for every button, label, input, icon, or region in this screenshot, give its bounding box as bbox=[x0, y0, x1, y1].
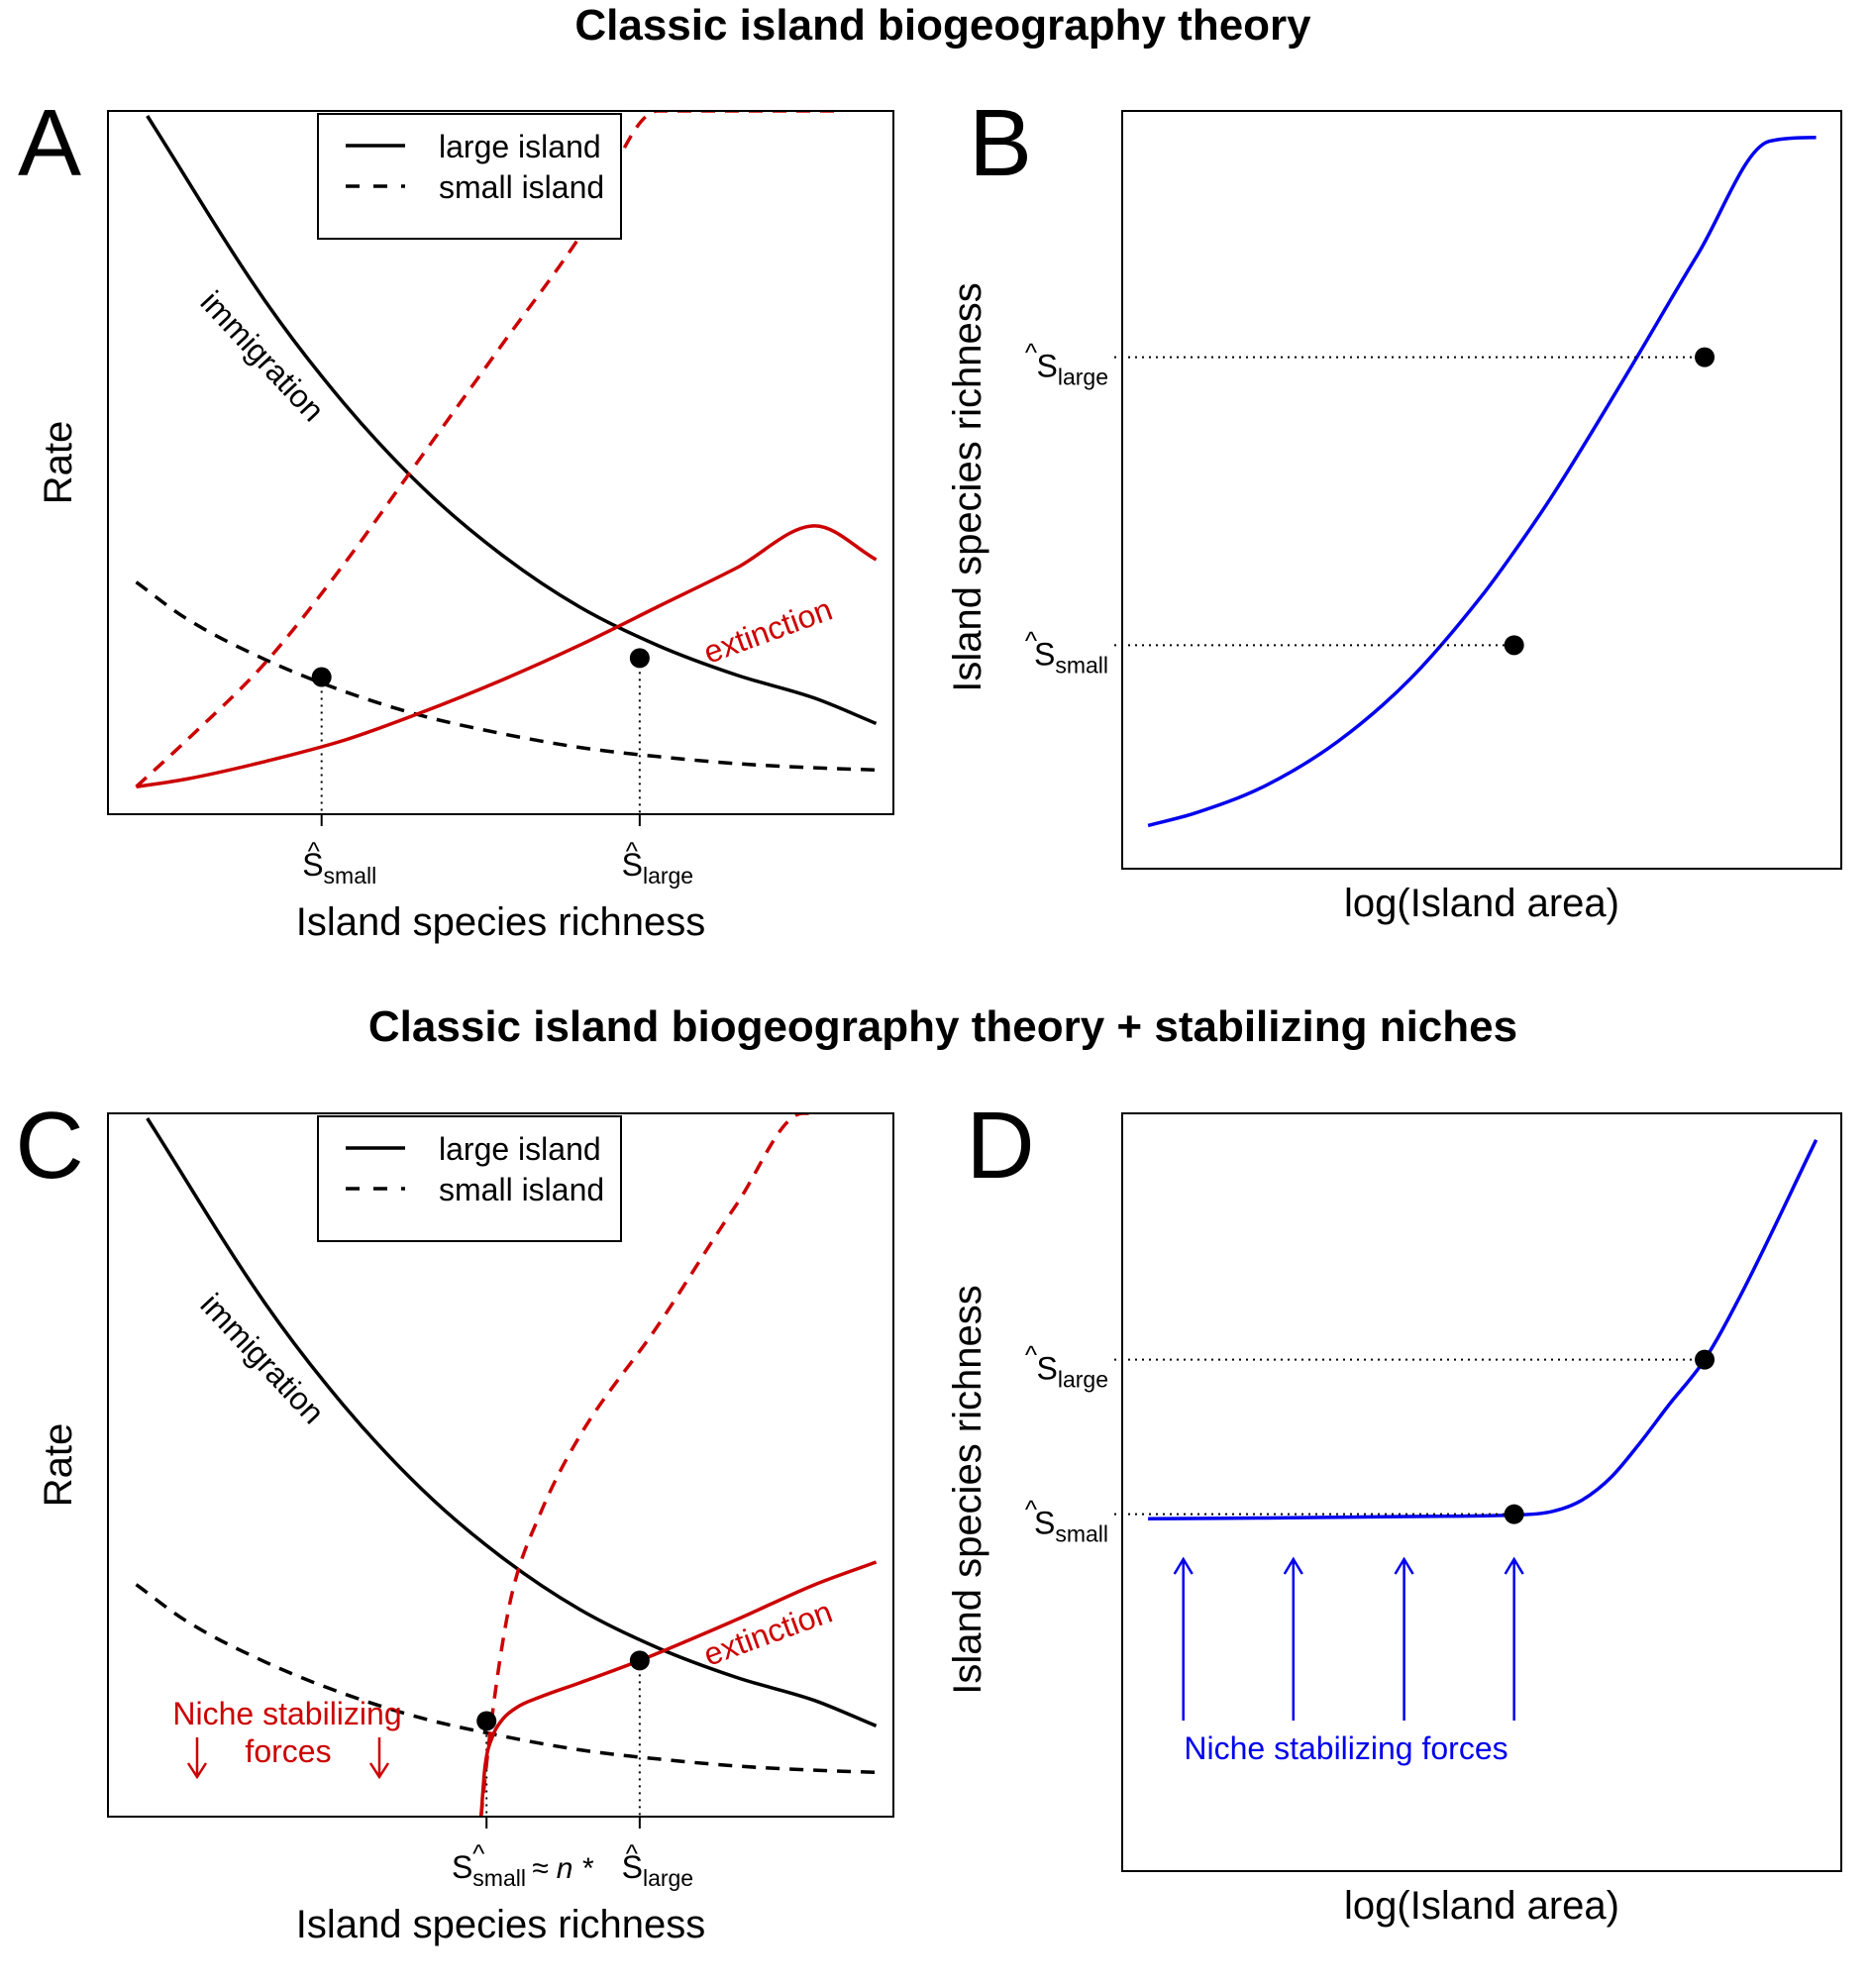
panel-c-ylabel: Rate bbox=[37, 1423, 80, 1508]
panel-b-point-s-hat-small bbox=[1504, 635, 1524, 656]
panel-b-y-tick-label: Ssmall bbox=[1034, 636, 1108, 678]
panel-a-x-tick-hat: ^ bbox=[626, 836, 639, 866]
panel-c-point-s-hat-small bbox=[476, 1711, 497, 1731]
panel-c-frame bbox=[107, 1112, 894, 1818]
figure-title-top: Classic island biogeography theory bbox=[574, 1, 1311, 50]
panel-a-legend-label: small island bbox=[439, 169, 604, 205]
panel-a-legend-label: large island bbox=[439, 129, 601, 164]
panel-c-x-tick-subscript: large bbox=[643, 1865, 693, 1891]
panel-c-annotation-forces: forces bbox=[245, 1733, 331, 1769]
panel-c-x-tick-label: Slarge bbox=[622, 1849, 694, 1891]
panel-d-point-s-hat-small bbox=[1504, 1504, 1524, 1524]
panel-d-up-arrow-icon bbox=[1173, 1556, 1194, 1721]
panel-b-frame bbox=[1121, 110, 1842, 870]
panel-b-y-tick-label: Slarge bbox=[1037, 349, 1109, 390]
panel-a-frame bbox=[107, 110, 894, 815]
panel-c-letter: C bbox=[15, 1093, 83, 1199]
panel-b-y-tick-base: S bbox=[1037, 349, 1058, 384]
panel-d-y-tick-label: Slarge bbox=[1037, 1351, 1109, 1393]
panel-a-series-immigration-large-island- bbox=[146, 115, 878, 726]
panel-b-ylabel: Island species richness bbox=[946, 282, 989, 692]
panel-a-xlabel: Island species richness bbox=[296, 900, 706, 944]
panel-c-series-extinction-small-island- bbox=[478, 1113, 811, 1817]
panel-a-letter: A bbox=[18, 90, 81, 196]
panel-c-plot-area bbox=[135, 1113, 878, 1817]
panel-c-point-s-hat-large bbox=[629, 1650, 650, 1671]
panel-b-xlabel: log(Island area) bbox=[1344, 882, 1619, 925]
panel-a-series-immigration-small-island- bbox=[135, 580, 877, 773]
panel-b-y-tick-subscript: large bbox=[1058, 365, 1108, 390]
figure-title-bottom: Classic island biogeography theory + sta… bbox=[368, 1002, 1517, 1051]
panel-c-legend-box bbox=[317, 1115, 622, 1242]
panel-d-y-tick-hat: ^ bbox=[1025, 1340, 1038, 1370]
panel-d-y-tick-label: Ssmall bbox=[1034, 1506, 1108, 1547]
panel-d-up-arrow-icon bbox=[1394, 1556, 1414, 1721]
panel-a-point-s-hat-small bbox=[311, 667, 332, 687]
panel-a-x-tick-label: Slarge bbox=[622, 847, 694, 889]
panel-c-annotation-niche: Niche stabilizing bbox=[172, 1696, 401, 1731]
panel-d-y-tick-subscript: large bbox=[1058, 1367, 1108, 1393]
panel-a-x-tick-base: S bbox=[622, 847, 643, 883]
panel-c-down-arrow-icon bbox=[186, 1737, 208, 1780]
panel-c-x-tick-subscript: small bbox=[472, 1865, 526, 1891]
panel-b-y-tick-hat: ^ bbox=[1025, 625, 1038, 655]
panel-d-letter: D bbox=[966, 1093, 1034, 1199]
panel-a-plot-area bbox=[135, 111, 878, 814]
panel-c-series-extinction-large-island- bbox=[478, 1560, 878, 1817]
panel-c-x-tick-suffix: ≈ n * bbox=[532, 1852, 594, 1885]
panel-c-x-tick-hat: ^ bbox=[472, 1838, 485, 1868]
panel-a-x-tick-base: S bbox=[302, 847, 323, 883]
panel-d-frame bbox=[1121, 1112, 1842, 1872]
panel-b-letter: B bbox=[969, 90, 1032, 196]
panel-c-x-tick-hat: ^ bbox=[626, 1838, 639, 1868]
panel-c-xlabel: Island species richness bbox=[296, 1903, 706, 1946]
panel-d-xlabel: log(Island area) bbox=[1344, 1884, 1619, 1928]
panel-a-x-tick-label: Ssmall bbox=[302, 847, 376, 889]
panel-a-point-s-hat-large bbox=[629, 648, 650, 669]
panel-c-series-immigration-large-island- bbox=[146, 1117, 878, 1728]
panel-b-y-tick-hat: ^ bbox=[1025, 338, 1038, 367]
panel-b-y-tick-base: S bbox=[1034, 636, 1055, 672]
panel-d-up-arrow-icon bbox=[1283, 1556, 1303, 1721]
panel-a-x-tick-subscript: small bbox=[324, 863, 377, 889]
panel-d-up-arrow-icon bbox=[1504, 1556, 1524, 1721]
panel-a-ylabel: Rate bbox=[37, 421, 80, 505]
panel-d-annotation-niche: Niche stabilizing forces bbox=[1184, 1730, 1507, 1766]
panel-d-y-tick-base: S bbox=[1034, 1506, 1055, 1541]
panel-c-x-tick-base: S bbox=[622, 1849, 643, 1885]
panel-a-x-tick-hat: ^ bbox=[308, 836, 321, 866]
panel-c-legend-label: large island bbox=[439, 1131, 601, 1167]
panel-b-y-tick-subscript: small bbox=[1055, 652, 1108, 678]
panel-c-x-tick-label: Ssmall ≈ n * bbox=[452, 1849, 594, 1891]
panel-b-series-species-area-curve bbox=[1147, 136, 1817, 828]
panel-c-down-arrow-icon bbox=[368, 1737, 390, 1780]
panel-d-y-tick-subscript: small bbox=[1055, 1521, 1108, 1547]
panel-a-x-tick-subscript: large bbox=[643, 863, 693, 889]
panel-a-series-extinction-small-island- bbox=[135, 111, 842, 788]
panel-a-legend-box bbox=[317, 113, 622, 240]
panel-d-y-tick-base: S bbox=[1037, 1351, 1058, 1387]
panel-d-series-species-area-curve bbox=[1148, 1139, 1819, 1521]
panel-d-ylabel: Island species richness bbox=[946, 1285, 989, 1695]
panel-c-x-tick-base: S bbox=[452, 1849, 472, 1885]
panel-a-series-extinction-large-island- bbox=[136, 524, 878, 789]
panel-c-legend-label: small island bbox=[439, 1172, 604, 1207]
panel-d-y-tick-hat: ^ bbox=[1025, 1495, 1038, 1524]
